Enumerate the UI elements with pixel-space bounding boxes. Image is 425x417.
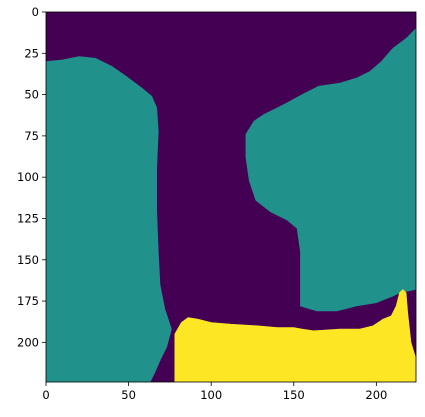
x-tick-label: 100 — [200, 388, 222, 402]
x-tick-label: 50 — [121, 388, 136, 402]
plot-frame — [45, 11, 417, 383]
y-tick-label: 75 — [24, 129, 39, 143]
heatmap-plot-area — [46, 12, 416, 382]
y-tick-label: 200 — [17, 335, 39, 349]
x-tick-label: 150 — [283, 388, 305, 402]
y-tick-label: 125 — [17, 211, 39, 225]
y-axis: 0 25 50 75 100 125 150 175 200 — [17, 5, 46, 349]
x-tick-label: 0 — [42, 388, 49, 402]
region-right-teal — [245, 28, 416, 312]
region-left-teal — [46, 56, 172, 382]
region-yellow — [174, 289, 416, 382]
y-tick-label: 0 — [32, 5, 39, 19]
x-axis: 0 50 100 150 200 — [42, 382, 387, 402]
y-tick-label: 100 — [17, 170, 39, 184]
y-tick-label: 150 — [17, 253, 39, 267]
x-tick-label: 200 — [365, 388, 387, 402]
y-tick-label: 175 — [17, 294, 39, 308]
y-tick-label: 25 — [24, 46, 39, 60]
y-tick-label: 50 — [24, 88, 39, 102]
